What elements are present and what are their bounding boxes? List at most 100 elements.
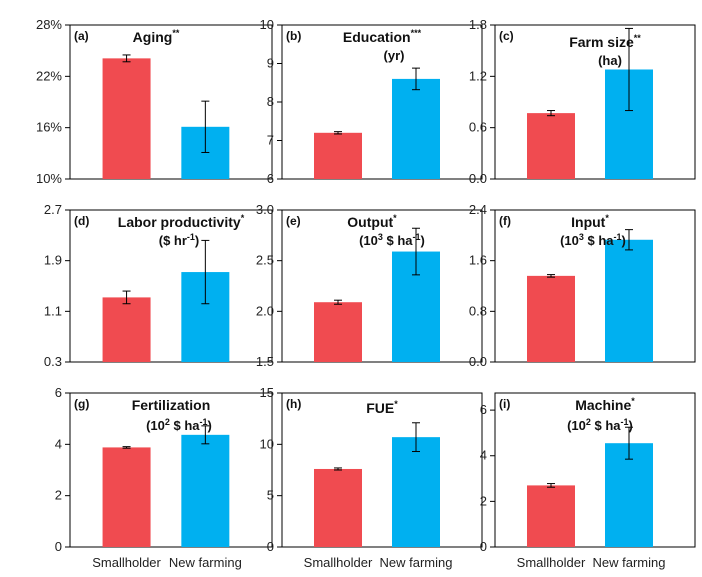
panel-frame xyxy=(494,24,696,180)
error-bar xyxy=(412,67,420,91)
error-bar xyxy=(334,467,342,471)
panel-letter: (i) xyxy=(499,397,510,411)
bar-smallholder xyxy=(314,302,362,362)
y-tick-label: 1.8 xyxy=(469,17,487,32)
y-tick-label: 6 xyxy=(55,385,62,400)
panel-g: 0 2 4 6 Smallholder New farming (g) Fertilizati… xyxy=(55,385,273,570)
bar-smallholder xyxy=(527,275,575,362)
panel-frame xyxy=(69,209,273,363)
error-bar xyxy=(122,446,131,449)
x-category-label: New farming xyxy=(169,555,242,570)
error-bar xyxy=(412,422,420,453)
y-tick-label: 2.0 xyxy=(256,303,274,318)
y-tick-label: 10 xyxy=(260,17,274,32)
bar-new-farming xyxy=(605,443,653,547)
error-bar xyxy=(122,290,131,305)
y-tick-label: 2 xyxy=(480,493,487,508)
y-tick-label: 22% xyxy=(36,68,62,83)
panel-letter: (h) xyxy=(286,397,301,411)
y-tick-label: 2.4 xyxy=(469,202,487,217)
y-tick-label: 0.3 xyxy=(44,354,62,369)
panel-title: Aging** xyxy=(133,28,180,45)
y-tick-label: 1.5 xyxy=(256,354,274,369)
bar-smallholder xyxy=(102,58,151,179)
bar-new-farming xyxy=(605,239,653,362)
error-bar xyxy=(547,110,555,117)
panel-frame xyxy=(281,392,483,548)
panel-unit: ($ hr-1) xyxy=(159,232,200,248)
panel-unit: (103 $ ha-1) xyxy=(560,232,626,248)
panel-b: 6 7 8 9 10 (b) Education*** (yr) xyxy=(260,17,483,186)
panel-unit: (102 $ ha-1) xyxy=(146,417,212,433)
panel-title: Fertilization xyxy=(132,397,211,413)
bar-new-farming xyxy=(392,78,440,179)
error-bar xyxy=(201,239,210,305)
y-tick-label: 2 xyxy=(55,488,62,503)
panel-unit: (103 $ ha-1) xyxy=(359,232,425,248)
y-tick-label: 0.0 xyxy=(469,171,487,186)
y-tick-label: 28% xyxy=(36,17,62,32)
y-tick-label: 10 xyxy=(260,436,274,451)
x-category-label: Smallholder xyxy=(92,555,161,570)
bar-smallholder xyxy=(314,468,362,547)
panel-a: 10% 16% 22% 28% (a) Aging** xyxy=(36,17,273,186)
bar-smallholder xyxy=(314,132,362,179)
y-tick-label: 6 xyxy=(480,402,487,417)
panel-title: Output* xyxy=(347,213,397,230)
panel-letter: (e) xyxy=(286,214,301,228)
panel-title: Education*** xyxy=(343,28,422,45)
y-tick-label: 9 xyxy=(267,56,274,71)
x-category-label: New farming xyxy=(380,555,453,570)
error-bar xyxy=(201,100,210,153)
panel-e: 1.5 2.0 2.5 3.0 (e) Output* (103 $ ha-1) xyxy=(256,202,483,369)
x-category-label: Smallholder xyxy=(304,555,373,570)
bar-smallholder xyxy=(527,485,575,547)
y-tick-label: 0.0 xyxy=(469,354,487,369)
y-tick-label: 4 xyxy=(55,436,62,451)
panel-title: FUE* xyxy=(366,399,398,416)
bar-new-farming xyxy=(181,434,230,547)
panel-letter: (d) xyxy=(74,214,89,228)
bar-new-farming xyxy=(392,437,440,547)
y-tick-label: 10% xyxy=(36,171,62,186)
y-tick-label: 5 xyxy=(267,488,274,503)
panel-frame xyxy=(69,392,273,548)
panel-frame xyxy=(69,24,273,180)
y-tick-label: 2.5 xyxy=(256,253,274,268)
y-tick-label: 1.9 xyxy=(44,253,62,268)
error-bar xyxy=(122,54,131,63)
panel-letter: (a) xyxy=(74,29,89,43)
panel-unit: (yr) xyxy=(384,48,405,63)
x-category-label: New farming xyxy=(593,555,666,570)
y-tick-label: 2.7 xyxy=(44,202,62,217)
error-bar xyxy=(625,27,633,112)
panel-title: Farm size** xyxy=(569,33,641,50)
panel-letter: (b) xyxy=(286,29,301,43)
panel-letter: (c) xyxy=(499,29,514,43)
panel-frame xyxy=(494,392,696,548)
y-tick-label: 0 xyxy=(267,539,274,554)
panel-f: 0.0 0.8 1.6 2.4 (f) Input* (103 $ ha-1) xyxy=(469,202,696,369)
y-tick-label: 4 xyxy=(480,448,487,463)
panel-i: 0 2 4 6 Smallholder New farming (i) Machine* (10… xyxy=(480,392,696,570)
error-bar xyxy=(625,426,633,460)
bar-smallholder xyxy=(102,447,151,547)
error-bar xyxy=(412,227,420,276)
y-tick-label: 0.6 xyxy=(469,120,487,135)
y-tick-label: 8 xyxy=(267,94,274,109)
panel-title: Machine* xyxy=(575,396,635,413)
error-bar xyxy=(334,131,342,135)
panel-unit: (ha) xyxy=(598,53,622,68)
bar-smallholder xyxy=(527,113,575,179)
panel-unit: (102 $ ha-1) xyxy=(567,417,633,433)
y-tick-label: 15 xyxy=(260,385,274,400)
error-bar xyxy=(334,299,342,305)
panel-c: 0.0 0.6 1.2 1.8 (c) Farm size** (ha) xyxy=(469,17,696,186)
y-tick-label: 16% xyxy=(36,120,62,135)
x-category-label: Smallholder xyxy=(517,555,586,570)
y-tick-label: 7 xyxy=(267,133,274,148)
y-tick-label: 0 xyxy=(480,539,487,554)
error-bar xyxy=(625,229,633,251)
error-bar xyxy=(201,425,210,445)
